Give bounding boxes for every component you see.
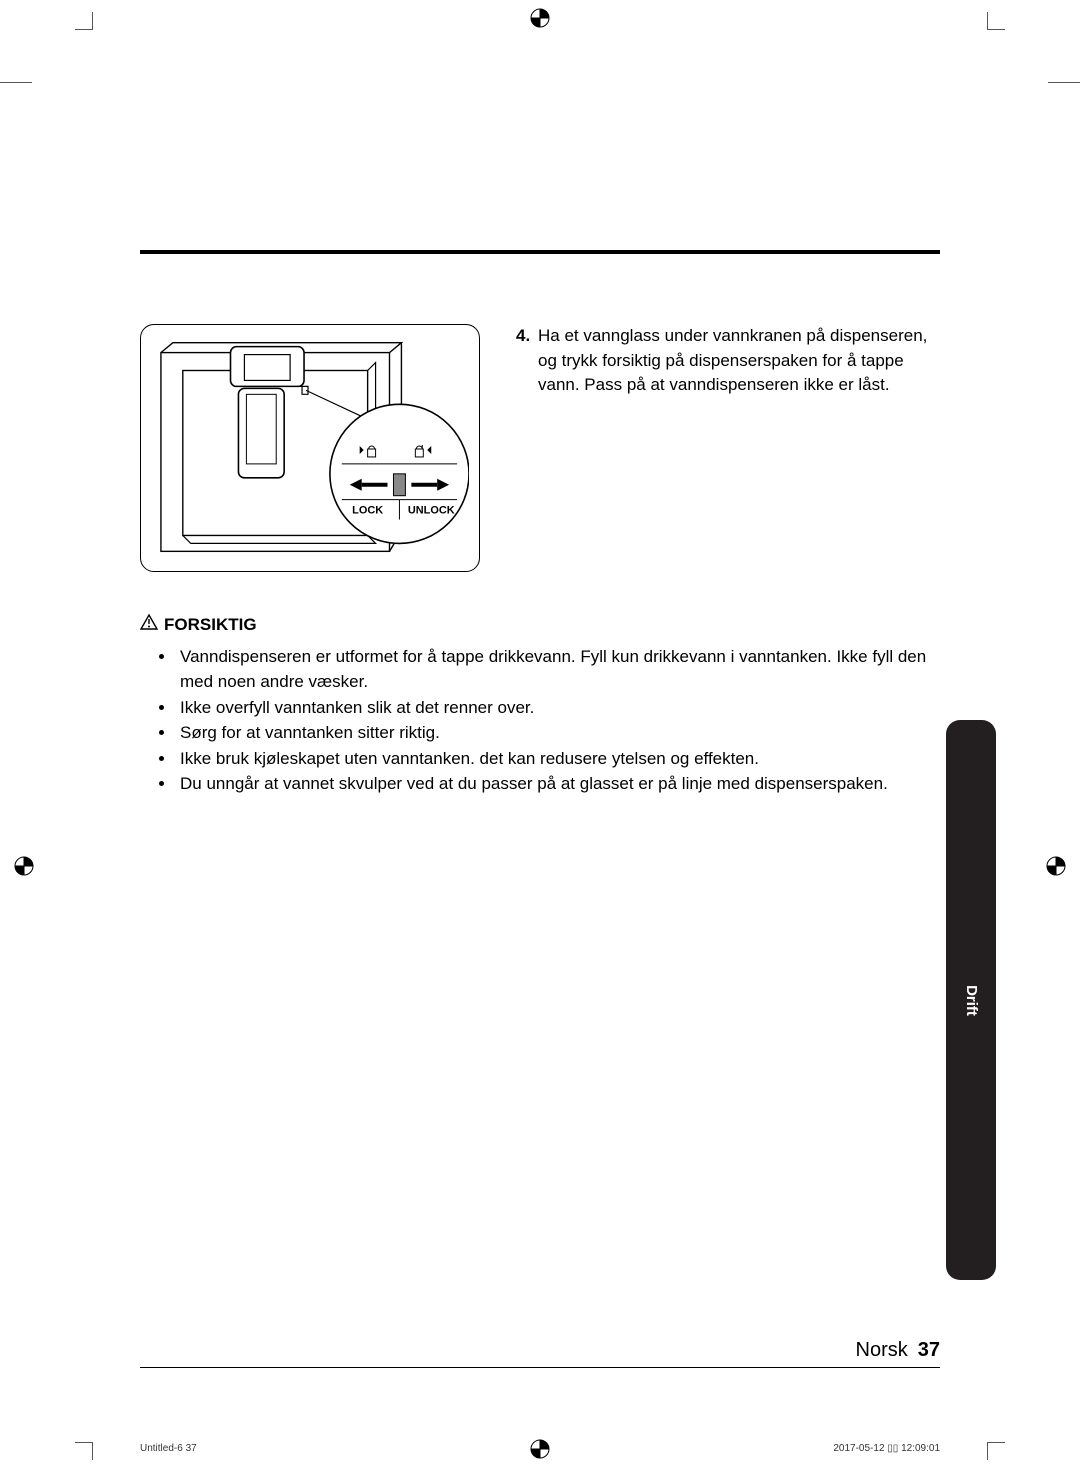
step-number: 4.: [516, 324, 538, 398]
footer-rule: [140, 1367, 940, 1368]
footer-language: Norsk: [856, 1339, 908, 1362]
registration-mark-icon: [530, 8, 550, 33]
crop-mark: [987, 12, 1005, 30]
list-item: Sørg for at vanntanken sitter riktig.: [176, 720, 940, 746]
step-body: Ha et vannglass under vannkranen på disp…: [538, 324, 940, 398]
unlock-label: UNLOCK: [408, 505, 455, 517]
crop-mark: [1048, 82, 1080, 83]
registration-mark-icon: [1046, 856, 1066, 881]
crop-mark: [75, 12, 93, 30]
section-tab: Drift: [946, 720, 996, 1280]
section-tab-label: Drift: [962, 985, 979, 1016]
imprint-left: Untitled-6 37: [140, 1443, 197, 1454]
footer-page-number: 37: [918, 1339, 940, 1362]
crop-mark: [0, 82, 32, 83]
caution-block: FORSIKTIG Vanndispenseren er utformet fo…: [140, 612, 940, 797]
list-item: Ikke bruk kjøleskapet uten vanntanken. d…: [176, 746, 940, 772]
section-rule: [140, 250, 940, 254]
registration-mark-icon: [14, 856, 34, 881]
caution-list: Vanndispenseren er utformet for å tappe …: [160, 644, 940, 797]
step-text: 4. Ha et vannglass under vannkranen på d…: [516, 324, 940, 398]
crop-mark: [987, 1442, 1005, 1460]
page-content: LOCK UNLOCK 4. Ha et vannglass under van…: [140, 90, 940, 1412]
caution-heading-text: FORSIKTIG: [164, 612, 257, 638]
dispenser-diagram: LOCK UNLOCK: [140, 324, 480, 572]
imprint-right: 2017-05-12 ▯▯ 12:09:01: [833, 1443, 940, 1454]
crop-mark: [75, 1442, 93, 1460]
lock-label: LOCK: [352, 505, 383, 517]
caution-heading: FORSIKTIG: [140, 612, 940, 638]
page-footer: Norsk 37: [856, 1339, 940, 1362]
list-item: Du unngår at vannet skvulper ved at du p…: [176, 771, 940, 797]
list-item: Vanndispenseren er utformet for å tappe …: [176, 644, 940, 695]
warning-triangle-icon: [140, 612, 158, 638]
step-row: LOCK UNLOCK 4. Ha et vannglass under van…: [140, 324, 940, 572]
list-item: Ikke overfyll vanntanken slik at det ren…: [176, 695, 940, 721]
imprint-line: Untitled-6 37 2017-05-12 ▯▯ 12:09:01: [140, 1443, 940, 1454]
